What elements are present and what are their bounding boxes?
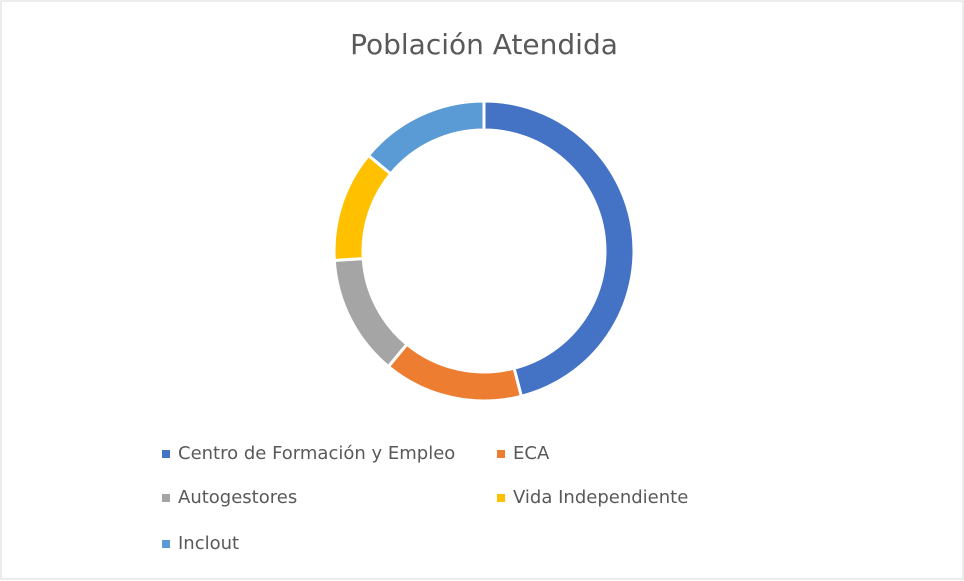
legend-marker (162, 494, 170, 502)
legend-marker (497, 494, 505, 502)
legend-label: Inclout (178, 533, 239, 554)
chart-title: Población Atendida (350, 28, 618, 61)
legend-label: Autogestores (178, 487, 297, 508)
legend-label: Vida Independiente (513, 487, 688, 508)
legend-marker (497, 450, 505, 458)
legend-label: Centro de Formación y Empleo (178, 443, 455, 464)
donut-segment (366, 99, 486, 176)
legend-marker (162, 450, 170, 458)
legend-marker (162, 540, 170, 548)
legend-label: ECA (513, 443, 550, 464)
